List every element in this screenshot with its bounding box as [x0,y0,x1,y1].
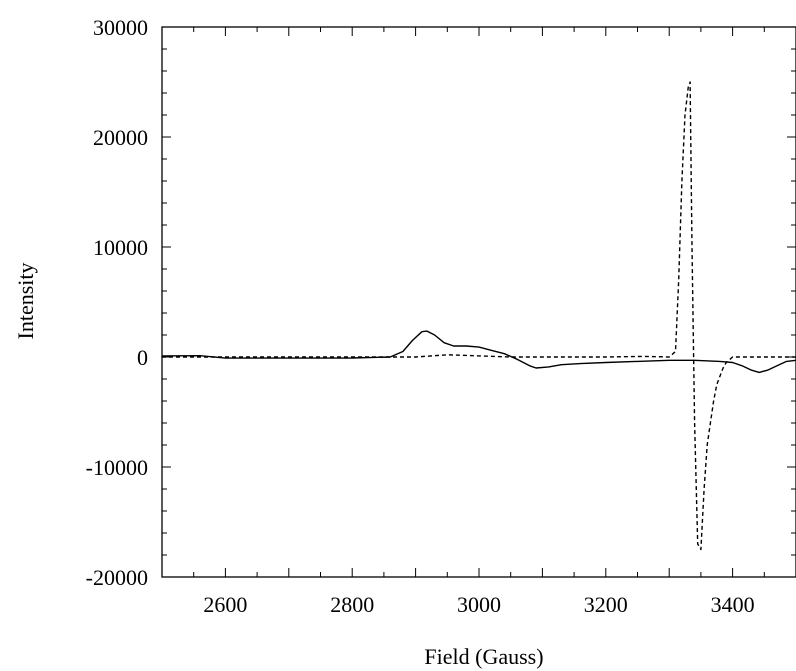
x-tick-label: 2800 [330,592,374,617]
plot-area-border [161,26,796,578]
y-tick-label: 30000 [93,15,148,40]
y-axis-title: Intensity [13,263,38,340]
x-axis-ticks [161,27,796,577]
y-axis-tick-labels: -20000 -10000 0 10000 20000 30000 [86,15,148,590]
y-tick-label: 10000 [93,235,148,260]
y-tick-label: -10000 [86,455,148,480]
y-axis-ticks [162,26,796,578]
y-tick-label: 0 [137,345,148,370]
x-tick-label: 2600 [203,592,247,617]
series-dashed-line [162,81,796,551]
x-tick-label: 3400 [711,592,755,617]
y-tick-label: 20000 [93,125,148,150]
plot-frame [161,26,796,578]
x-tick-label: 3000 [457,592,501,617]
x-tick-label: 3200 [584,592,628,617]
series-layer [161,81,796,551]
x-axis-tick-labels: 2600 2800 3000 3200 3400 [203,592,754,617]
y-tick-label: -20000 [86,565,148,590]
x-axis-title: Field (Gauss) [424,644,543,669]
series-solid-line [161,330,796,374]
